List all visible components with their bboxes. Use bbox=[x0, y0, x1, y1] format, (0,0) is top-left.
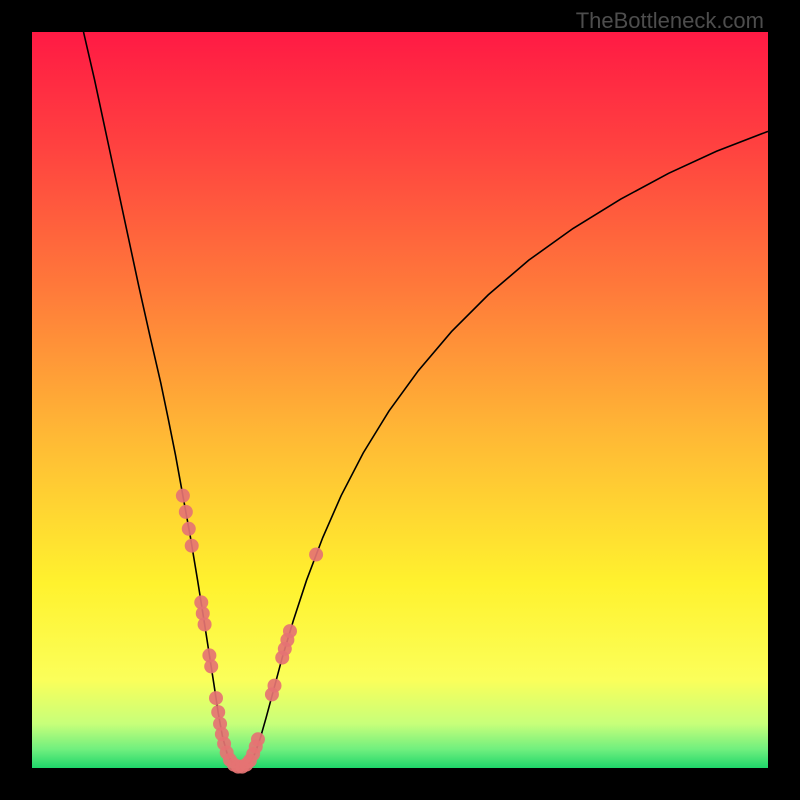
curve-marker bbox=[182, 522, 196, 536]
curve-marker bbox=[176, 489, 190, 503]
curve-marker bbox=[179, 505, 193, 519]
watermark-text: TheBottleneck.com bbox=[576, 8, 764, 34]
curve-marker bbox=[251, 732, 265, 746]
plot-area bbox=[32, 32, 768, 768]
curve-marker bbox=[185, 539, 199, 553]
curve-marker bbox=[198, 617, 212, 631]
curve-marker bbox=[283, 624, 297, 638]
curve-markers bbox=[176, 489, 323, 774]
curve-layer bbox=[32, 32, 768, 768]
curve-marker bbox=[268, 679, 282, 693]
curve-marker bbox=[204, 659, 218, 673]
curve-marker bbox=[309, 548, 323, 562]
bottleneck-curve bbox=[84, 32, 768, 767]
chart-frame: TheBottleneck.com bbox=[0, 0, 800, 800]
curve-marker bbox=[209, 691, 223, 705]
curve-marker bbox=[211, 705, 225, 719]
